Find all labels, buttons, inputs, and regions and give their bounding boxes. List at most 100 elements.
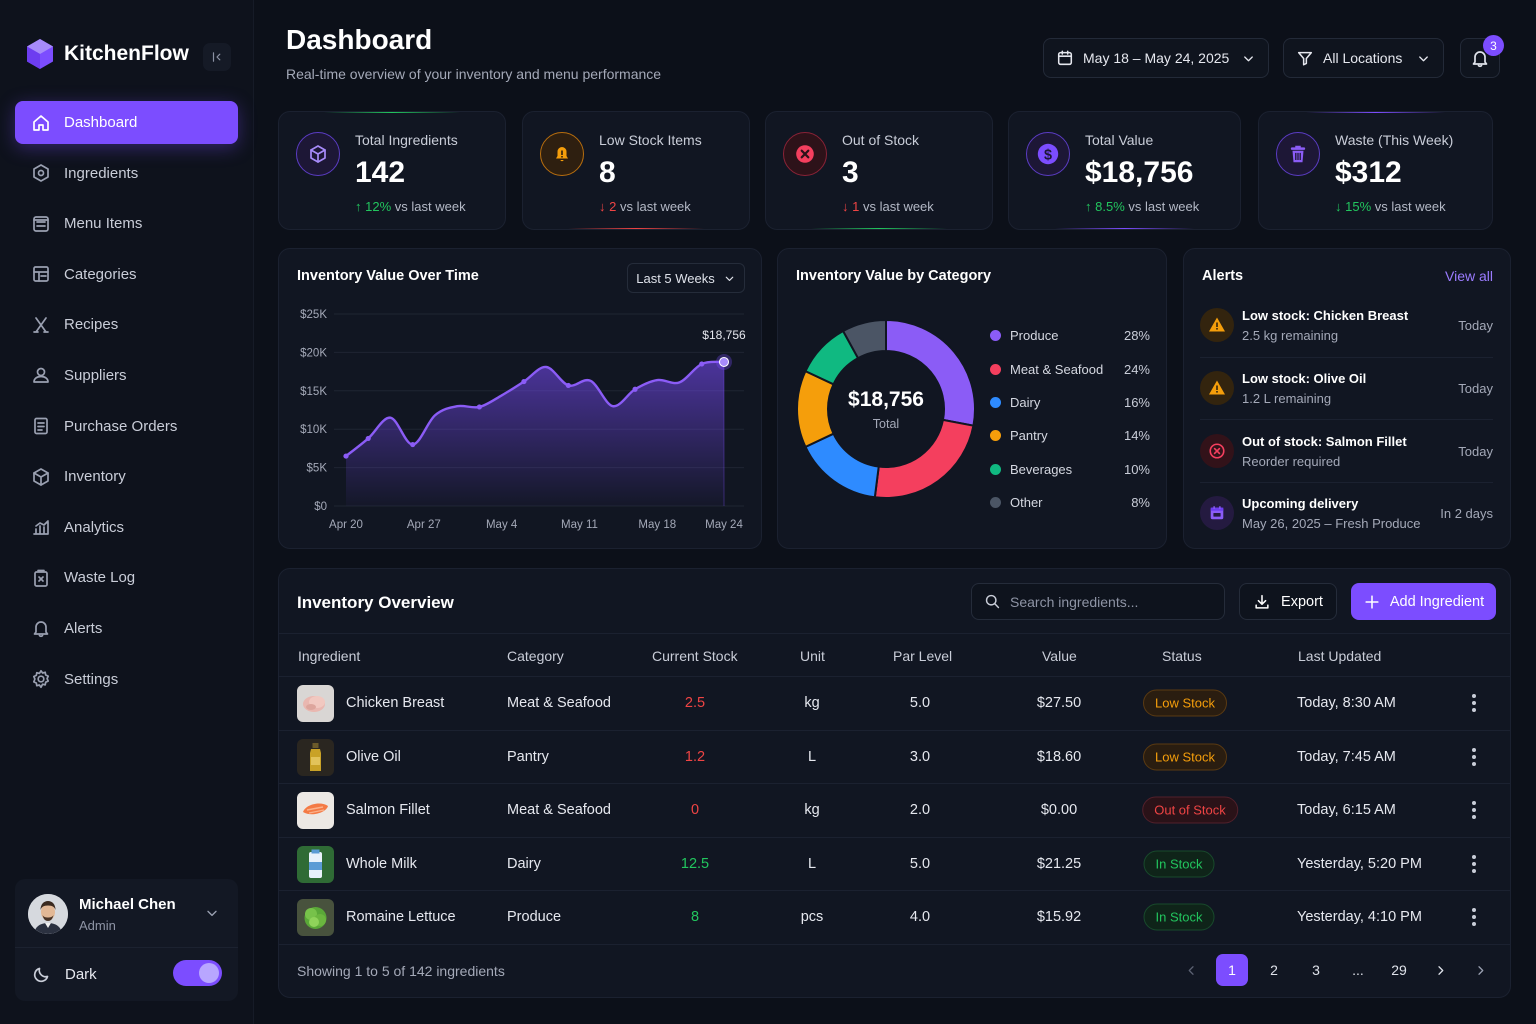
value-cell: $21.25 <box>1036 855 1082 872</box>
view-all-alerts-link[interactable]: View all <box>1445 268 1493 284</box>
date-range-picker[interactable]: May 18 – May 24, 2025 <box>1043 38 1269 78</box>
page-button[interactable]: 3 <box>1312 962 1320 978</box>
sidebar-item-suppliers[interactable]: Suppliers <box>15 354 238 397</box>
legend-item[interactable]: Dairy 16% <box>990 386 1150 419</box>
value-cell: $0.00 <box>1040 802 1078 819</box>
sidebar-item-alerts[interactable]: Alerts <box>15 607 238 650</box>
location-filter[interactable]: All Locations <box>1283 38 1444 78</box>
data-point[interactable] <box>521 378 527 385</box>
inventory-value-chart-card: Inventory Value Over Time Last 5 Weeks $… <box>278 248 762 549</box>
column-header[interactable]: Ingredient <box>298 648 361 664</box>
collapse-sidebar-button[interactable] <box>203 43 231 71</box>
search-input[interactable]: Search ingredients... <box>971 583 1225 620</box>
row-actions-menu-icon[interactable] <box>1472 801 1476 820</box>
user-avatar-illustration <box>28 894 68 934</box>
alert-item[interactable]: Upcoming delivery May 26, 2025 – Fresh Pr… <box>1200 482 1493 544</box>
legend-item[interactable]: Produce 28% <box>990 319 1150 352</box>
data-point[interactable] <box>632 386 638 392</box>
next-page-button[interactable] <box>1424 954 1456 986</box>
ingredient-name[interactable]: Whole Milk <box>346 855 417 872</box>
ingredient-name[interactable]: Olive Oil <box>346 748 401 765</box>
sidebar-item-analytics[interactable]: Analytics <box>15 506 238 549</box>
divider <box>1200 419 1493 420</box>
sidebar-item-settings[interactable]: Settings <box>15 658 238 701</box>
page-button[interactable]: 1 <box>1216 954 1248 986</box>
analytics-icon <box>33 520 49 536</box>
alert-item[interactable]: Out of stock: Salmon Fillet Reorder requi… <box>1200 420 1493 482</box>
ingredient-name[interactable]: Chicken Breast <box>346 695 445 712</box>
table-row[interactable]: Salmon Fillet Meat & Seafood 0 kg 2.0 $0… <box>279 784 1510 838</box>
stat-card-total-ingredients[interactable]: Total Ingredients 142 ↑ 12% vs last week <box>278 111 506 230</box>
column-header[interactable]: Category <box>507 648 564 664</box>
chevron-down-icon[interactable] <box>204 905 220 921</box>
alert-item[interactable]: Low stock: Chicken Breast 2.5 kg remainin… <box>1200 294 1493 356</box>
ingredient-name[interactable]: Romaine Lettuce <box>346 909 456 926</box>
sidebar-item-purchase-orders[interactable]: Purchase Orders <box>15 405 238 448</box>
stat-value: 142 <box>355 156 406 189</box>
location-value: All Locations <box>1323 50 1403 66</box>
ingredient-name[interactable]: Salmon Fillet <box>346 802 430 819</box>
data-point[interactable] <box>410 441 416 448</box>
column-header[interactable]: Unit <box>800 648 825 664</box>
stat-card-out-of-stock[interactable]: Out of Stock 3 ↓ 1 vs last week <box>765 111 993 230</box>
row-actions-menu-icon[interactable] <box>1472 908 1476 927</box>
donut-total-label: Total <box>872 416 900 431</box>
stat-card-total-value[interactable]: $ Total Value $18,756 ↑ 8.5% vs last wee… <box>1008 111 1241 230</box>
stat-card-low-stock[interactable]: Low Stock Items 8 ↓ 2 vs last week <box>522 111 750 230</box>
column-header[interactable]: Par Level <box>893 648 953 664</box>
donut-chart <box>796 319 976 499</box>
sidebar-item-recipes[interactable]: Recipes <box>15 303 238 346</box>
peak-point[interactable] <box>719 356 729 367</box>
data-point[interactable] <box>565 382 571 389</box>
add-ingredient-button[interactable]: Add Ingredient <box>1351 583 1496 620</box>
page-button[interactable]: 29 <box>1391 962 1407 978</box>
legend-item[interactable]: Other 8% <box>990 486 1150 519</box>
legend-item[interactable]: Pantry 14% <box>990 419 1150 452</box>
table-row[interactable]: Olive Oil Pantry 1.2 L 3.0 $18.60 Low St… <box>279 731 1510 784</box>
column-header[interactable]: Current Stock <box>652 648 738 664</box>
row-actions-menu-icon[interactable] <box>1472 747 1476 766</box>
row-actions-menu-icon[interactable] <box>1472 854 1476 873</box>
column-header[interactable]: Value <box>1042 648 1077 664</box>
sidebar-item-waste-log[interactable]: Waste Log <box>15 556 238 599</box>
brand[interactable]: KitchenFlow <box>26 38 189 70</box>
y-tick-label: $10K <box>300 424 327 436</box>
sidebar-item-inventory[interactable]: Inventory <box>15 455 238 498</box>
column-header[interactable]: Status <box>1162 648 1202 664</box>
first-page-button[interactable] <box>1175 954 1207 986</box>
alert-item[interactable]: Low stock: Olive Oil 1.2 L remaining Toda… <box>1200 357 1493 419</box>
legend-item[interactable]: Beverages 10% <box>990 453 1150 486</box>
alert-time: In 2 days <box>1440 505 1493 521</box>
sidebar-item-categories[interactable]: Categories <box>15 253 238 296</box>
data-point[interactable] <box>343 453 349 459</box>
sidebar-item-menu-items[interactable]: Menu Items <box>15 202 238 245</box>
avatar[interactable] <box>28 894 68 934</box>
legend-item[interactable]: Meat & Seafood 24% <box>990 352 1150 385</box>
chevron-down-icon <box>1419 55 1428 61</box>
legend-swatch <box>990 363 1001 375</box>
table-row[interactable]: Whole Milk Dairy 12.5 L 5.0 $21.25 In St… <box>279 838 1510 891</box>
range-select[interactable]: Last 5 Weeks <box>627 263 745 293</box>
x-tick-label: Apr 20 <box>329 519 363 531</box>
table-row[interactable]: Chicken Breast Meat & Seafood 2.5 kg 5.0… <box>279 677 1510 731</box>
export-button[interactable]: Export <box>1239 583 1337 620</box>
data-point[interactable] <box>476 404 483 410</box>
row-actions-menu-icon[interactable] <box>1472 694 1476 713</box>
dark-mode-toggle[interactable] <box>173 960 222 986</box>
plus-icon <box>1365 594 1379 609</box>
column-header[interactable]: Last Updated <box>1298 648 1382 664</box>
last-page-button[interactable] <box>1464 954 1496 986</box>
sidebar-item-dashboard[interactable]: Dashboard <box>15 101 238 144</box>
table-row[interactable]: Romaine Lettuce Produce 8 pcs 4.0 $15.92… <box>279 891 1510 945</box>
last-updated-cell: Today, 8:30 AM <box>1297 695 1396 712</box>
ingredient-thumbnail <box>297 738 334 776</box>
cube-icon <box>296 132 340 176</box>
stat-card-waste[interactable]: Waste (This Week) $312 ↓ 15% vs last wee… <box>1258 111 1493 230</box>
donut-slice[interactable] <box>841 319 887 360</box>
page-button[interactable]: 2 <box>1270 962 1278 978</box>
data-point[interactable] <box>699 361 705 367</box>
unit-cell: L <box>807 748 817 765</box>
data-point[interactable] <box>365 435 371 442</box>
stock-cell: 2.5 <box>684 695 706 712</box>
sidebar-item-ingredients[interactable]: Ingredients <box>15 152 238 195</box>
